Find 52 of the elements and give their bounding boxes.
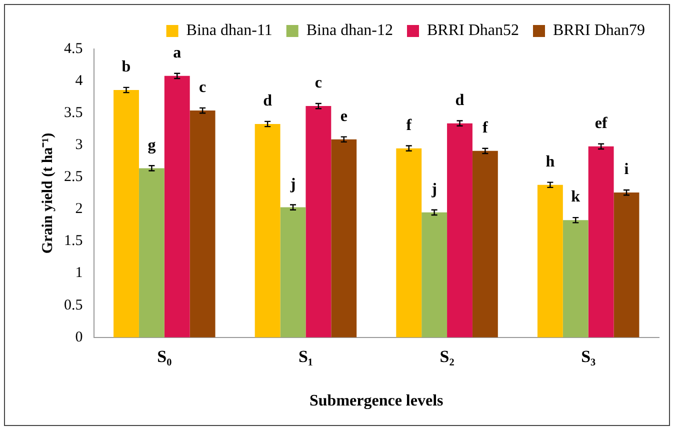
bar — [588, 146, 614, 338]
y-tick-label: 1 — [75, 265, 83, 282]
y-tick-label: 3 — [75, 137, 83, 154]
bar — [164, 76, 190, 338]
legend-label: Bina dhan-11 — [186, 22, 272, 40]
data-label: j — [430, 181, 437, 198]
bar — [331, 139, 357, 338]
data-label: ef — [594, 114, 608, 132]
data-label: e — [340, 108, 348, 125]
bar — [614, 192, 640, 338]
bar — [537, 184, 563, 338]
y-tick-label: 0.5 — [64, 297, 83, 314]
bar — [254, 124, 280, 338]
bar — [190, 110, 216, 338]
bar — [472, 150, 498, 338]
y-tick-label: 2.5 — [64, 169, 83, 186]
data-label: d — [455, 92, 464, 109]
x-tick-label: S₂ — [440, 346, 454, 366]
x-tick-label: S₃ — [581, 346, 596, 366]
bar — [562, 220, 588, 338]
x-tick-label: S₀ — [157, 346, 172, 366]
data-label: d — [263, 92, 272, 110]
x-tick-label: S₁ — [298, 346, 313, 366]
data-label: c — [314, 74, 322, 92]
data-label: i — [624, 161, 630, 178]
y-tick-label: 0 — [75, 329, 83, 346]
bar — [306, 106, 332, 338]
data-label: a — [173, 44, 182, 62]
y-tick-label: 4.5 — [64, 40, 83, 57]
data-label: g — [148, 136, 156, 154]
legend-label: Bina dhan-12 — [306, 22, 394, 40]
data-label: b — [122, 58, 131, 76]
x-axis-title: Submergence levels — [310, 392, 444, 410]
bar — [422, 212, 448, 338]
bar — [396, 148, 422, 338]
data-label: f — [482, 119, 489, 136]
y-tick-label: 3.5 — [64, 105, 83, 122]
bar — [280, 207, 306, 338]
data-label: h — [546, 153, 555, 170]
data-label: f — [406, 116, 412, 134]
data-label: c — [199, 79, 206, 96]
bar — [447, 123, 472, 338]
y-tick-label: 1.5 — [64, 233, 83, 250]
legend-label: BRRI Dhan52 — [427, 22, 519, 40]
data-label: j — [289, 176, 296, 193]
legend-label: BRRI Dhan79 — [553, 22, 645, 40]
y-tick-label: 2 — [75, 201, 83, 218]
y-axis-title: Grain yield (t ha⁻¹) — [40, 132, 56, 254]
y-tick-label: 4 — [75, 72, 84, 89]
data-label: k — [571, 188, 580, 206]
bar — [114, 90, 139, 338]
bar — [138, 168, 164, 338]
